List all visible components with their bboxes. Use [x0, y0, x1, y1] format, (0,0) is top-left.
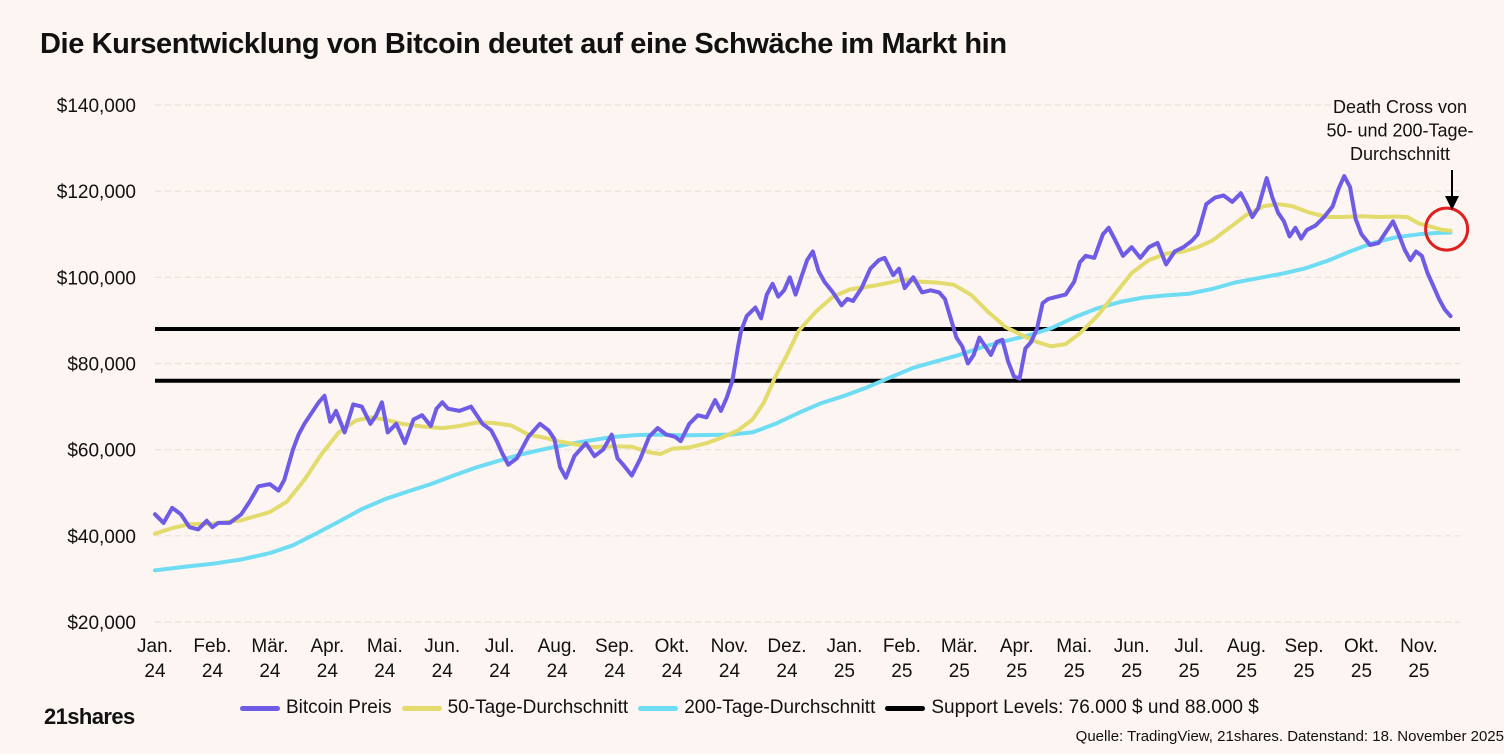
annotation-text: Durchschnitt — [1350, 144, 1450, 164]
y-tick-label: $80,000 — [67, 355, 136, 376]
x-tick-label-month: Jul. — [485, 636, 515, 657]
x-tick-label-year: 24 — [604, 661, 626, 682]
brand-logo: 21shares — [44, 704, 135, 729]
legend-swatch-200-day — [638, 705, 679, 711]
x-tick-label-month: Okt. — [1344, 636, 1379, 657]
legend-label: Support Levels: 76.000 $ und 88.000 $ — [931, 697, 1259, 718]
x-tick-label-month: Sep. — [595, 636, 634, 657]
x-tick-label-month: Mär. — [251, 636, 288, 657]
x-tick-label-year: 24 — [661, 661, 683, 682]
death-cross-circle — [1424, 206, 1470, 252]
legend: Bitcoin Preis 50-Tage-Durchschnitt 200-T… — [240, 697, 1269, 719]
legend-swatch-bitcoin — [240, 705, 280, 711]
x-tick-label-month: Aug. — [538, 636, 577, 657]
x-tick-label-year: 24 — [317, 661, 339, 682]
x-tick-label-month: Mai. — [367, 636, 403, 657]
x-tick-label-year: 24 — [719, 661, 741, 682]
x-tick-label-month: Jan. — [826, 636, 862, 657]
x-tick-label-month: Mär. — [941, 636, 978, 657]
x-tick-label-month: Jun. — [1114, 636, 1150, 657]
x-tick-label-year: 24 — [489, 661, 511, 682]
legend-swatch-50-day — [401, 705, 442, 711]
legend-label: 50-Tage-Durchschnitt — [447, 697, 629, 718]
x-tick-label-year: 25 — [1351, 661, 1372, 682]
x-tick-label-month: Apr. — [1000, 636, 1034, 657]
x-tick-label-month: Okt. — [655, 636, 690, 657]
x-tick-label-month: Jun. — [424, 636, 460, 657]
y-tick-label: $40,000 — [67, 527, 136, 548]
y-tick-label: $60,000 — [67, 441, 136, 462]
x-tick-label-month: Mai. — [1056, 636, 1092, 657]
annotation-text: Death Cross von — [1333, 97, 1467, 117]
x-tick-label-year: 25 — [1179, 661, 1200, 682]
x-tick-label-year: 24 — [776, 661, 798, 682]
y-tick-label: $20,000 — [67, 613, 136, 634]
series-line-bitcoin-price — [153, 174, 1453, 532]
y-tick-label: $120,000 — [57, 182, 136, 203]
x-tick-label-month: Aug. — [1227, 636, 1266, 657]
y-tick-label: $100,000 — [57, 268, 136, 289]
x-tick-label-year: 25 — [949, 661, 970, 682]
chart-title: Die Kursentwicklung von Bitcoin deutet a… — [40, 28, 1007, 60]
legend-label: 200-Tage-Durchschnitt — [684, 697, 876, 718]
x-tick-label-year: 24 — [432, 661, 454, 682]
series-line-50-day-average — [153, 202, 1453, 536]
y-tick-label: $140,000 — [57, 96, 136, 117]
x-tick-label-month: Apr. — [310, 636, 344, 657]
x-tick-label-year: 24 — [202, 661, 224, 682]
x-tick-label-year: 25 — [1236, 661, 1257, 682]
annotation-arrow-head — [1445, 196, 1459, 210]
x-tick-label-month: Jan. — [137, 636, 173, 657]
x-tick-label-year: 25 — [1064, 661, 1085, 682]
x-tick-label-month: Nov. — [1400, 636, 1438, 657]
legend-item-200-day-average: 200-Tage-Durchschnitt — [638, 697, 875, 719]
x-tick-label-month: Feb. — [883, 636, 921, 657]
x-tick-label-year: 24 — [259, 661, 281, 682]
x-tick-label-year: 24 — [144, 661, 166, 682]
x-tick-label-year: 25 — [1293, 661, 1314, 682]
x-tick-label-year: 25 — [891, 661, 912, 682]
x-tick-label-year: 24 — [374, 661, 396, 682]
x-tick-label-month: Jul. — [1174, 636, 1204, 657]
x-tick-label-month: Dez. — [767, 636, 806, 657]
x-tick-label-month: Sep. — [1284, 636, 1323, 657]
legend-swatch-support — [885, 705, 926, 711]
x-tick-label-month: Nov. — [711, 636, 749, 657]
legend-label: Bitcoin Preis — [286, 697, 392, 718]
annotation-text: 50- und 200-Tage- — [1326, 121, 1473, 141]
x-tick-label-year: 25 — [1006, 661, 1027, 682]
x-tick-label-year: 24 — [547, 661, 569, 682]
legend-item-50-day-average: 50-Tage-Durchschnitt — [401, 697, 629, 719]
x-tick-label-year: 25 — [1408, 661, 1429, 682]
legend-item-bitcoin-price: Bitcoin Preis — [240, 697, 392, 719]
x-tick-label-year: 25 — [1121, 661, 1142, 682]
legend-item-support-levels: Support Levels: 76.000 $ und 88.000 $ — [885, 697, 1259, 719]
x-tick-label-month: Feb. — [193, 636, 231, 657]
source-note: Quelle: TradingView, 21shares. Datenstan… — [1075, 728, 1504, 745]
series-line-200-day-average — [153, 230, 1453, 573]
x-tick-label-year: 25 — [834, 661, 855, 682]
